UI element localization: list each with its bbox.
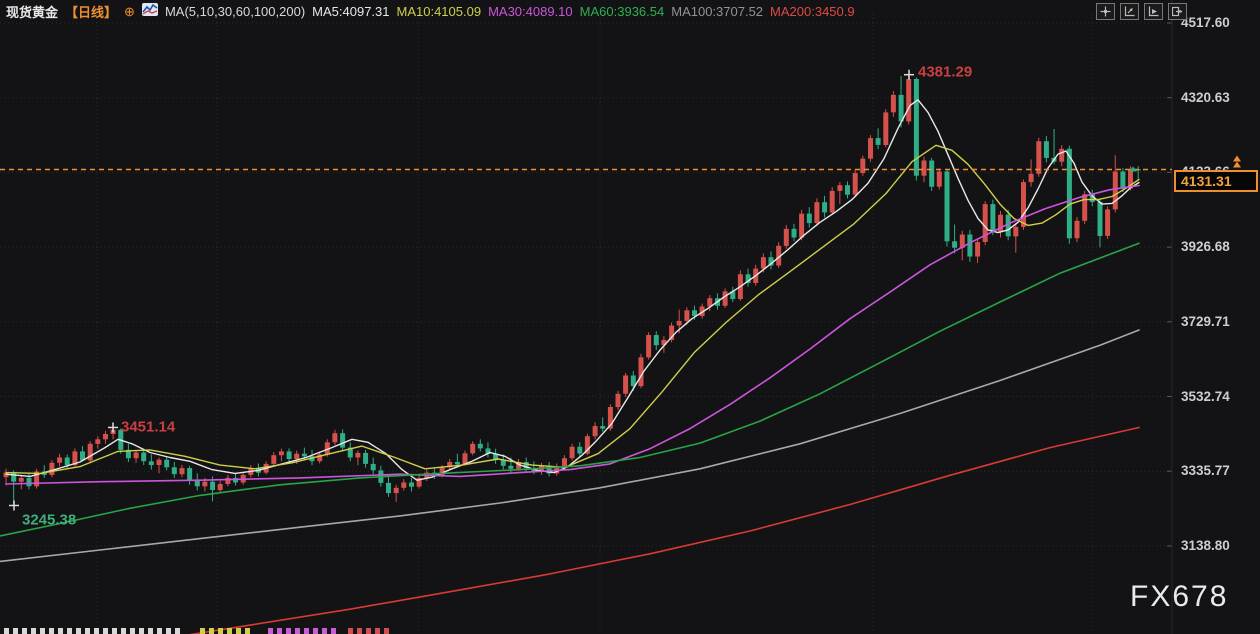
ma-line-ma5	[5, 99, 1140, 481]
price-annotation: 4381.29	[918, 64, 972, 81]
move-tool-icon[interactable]	[1096, 3, 1115, 20]
ma100-value: MA100:3707.52	[671, 3, 764, 19]
ma30-value: MA30:4089.10	[488, 3, 573, 19]
x-axis-fit-icon[interactable]	[1144, 3, 1163, 20]
ma-line-ma10	[5, 144, 1140, 475]
price-annotation: 3245.38	[22, 511, 76, 528]
ma-line-ma100	[0, 329, 1140, 563]
y-axis-label: 3729.71	[1181, 313, 1230, 329]
ma60-value: MA60:3936.54	[579, 3, 665, 19]
ma-lines-layer	[0, 99, 1140, 634]
ma5-value: MA5:4097.31	[312, 3, 390, 19]
ma-line-ma30	[5, 184, 1140, 485]
ma200-value: MA200:3450.9	[770, 3, 855, 19]
symbol-title: 现货黄金	[6, 4, 59, 20]
clipped-text-run	[268, 628, 336, 634]
candles-layer	[3, 74, 1141, 506]
y-axis-label: 3926.68	[1181, 239, 1230, 255]
current-price-label: 4131.31	[1174, 170, 1258, 192]
gridlines	[0, 0, 1173, 634]
price-annotation: 3451.14	[121, 418, 176, 435]
y-axis-label: 4517.60	[1181, 15, 1230, 30]
chart-header: 现货黄金 【日线】 ⊕ MA(5,10,30,60,100,200) MA5:4…	[6, 2, 855, 20]
pop-out-icon[interactable]	[1168, 3, 1187, 20]
ma10-value: MA10:4105.09	[396, 3, 482, 19]
watermark-text: FX678	[1130, 580, 1229, 613]
clipped-text-run	[200, 628, 254, 634]
chart-toolbar	[1096, 3, 1187, 20]
y-axis-label: 3532.74	[1181, 388, 1230, 404]
annotations-layer: 4381.29 3451.14 3245.38	[9, 64, 1241, 528]
y-axis-label: 4320.63	[1181, 89, 1230, 105]
y-axis-label: 3138.80	[1181, 537, 1230, 553]
ma-group-label: MA(5,10,30,60,100,200)	[164, 3, 306, 19]
period-label[interactable]: 【日线】	[65, 4, 118, 20]
site-logo-icon	[141, 3, 158, 19]
clipped-text-run	[4, 628, 180, 634]
clipped-text-run	[348, 628, 392, 634]
ma-line-ma60	[0, 242, 1140, 537]
y-axis-label: 3335.77	[1181, 463, 1230, 479]
circle-plus-icon[interactable]: ⊕	[124, 3, 135, 19]
clipped-indicator-legend	[4, 627, 392, 634]
y-axis-fit-icon[interactable]	[1120, 3, 1139, 20]
ma-line-ma200	[188, 426, 1140, 634]
